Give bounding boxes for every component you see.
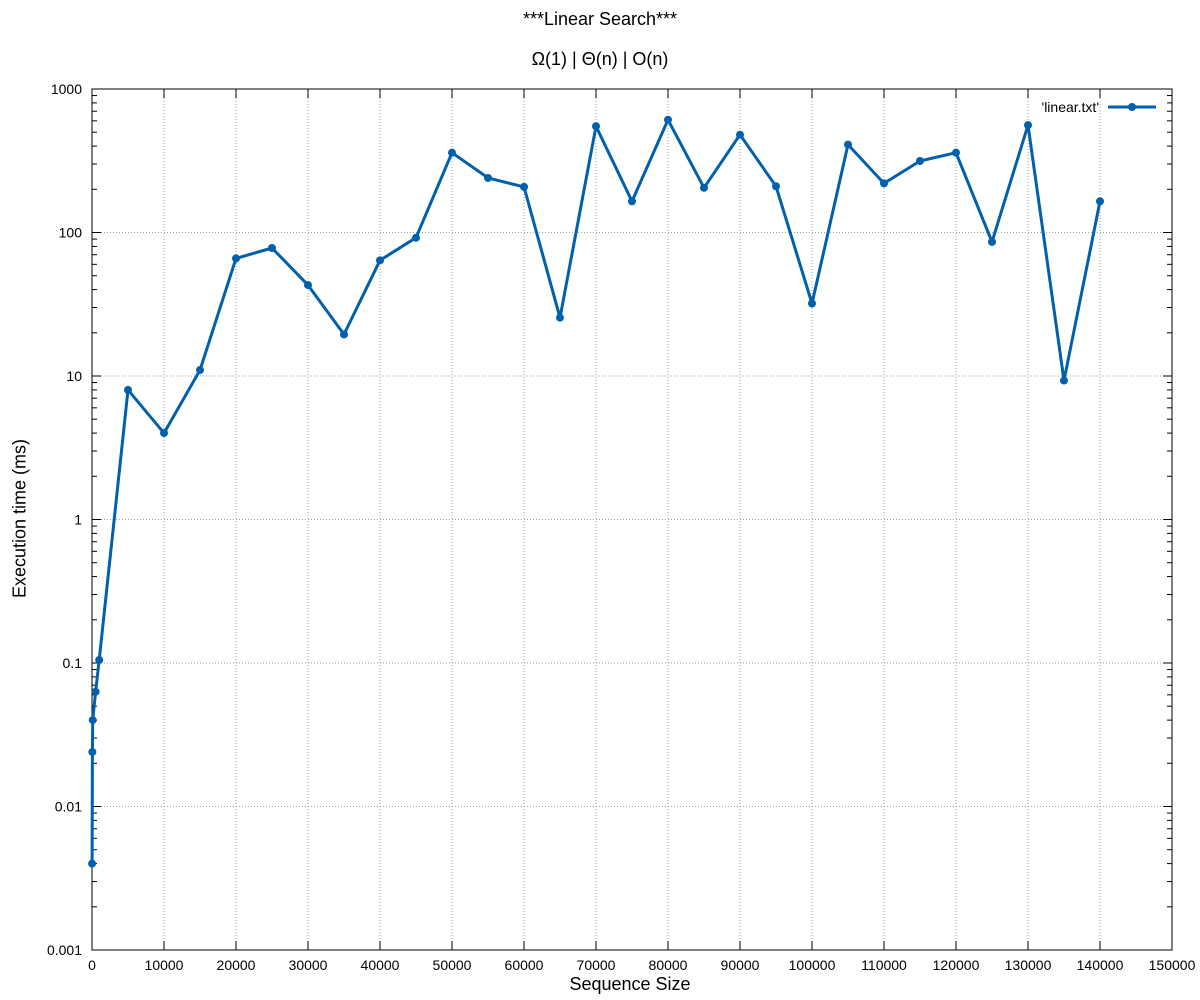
- x-tick-label: 150000: [1149, 957, 1196, 973]
- data-point: [736, 130, 744, 139]
- y-tick-label: 0.01: [55, 799, 82, 815]
- data-point: [808, 299, 816, 308]
- x-tick-label: 60000: [505, 957, 544, 973]
- data-point: [95, 655, 104, 664]
- y-tick-label: 0.1: [63, 655, 83, 671]
- data-point: [232, 254, 240, 263]
- x-tick-label: 90000: [721, 957, 760, 973]
- x-tick-label: 10000: [145, 957, 184, 973]
- data-point: [124, 385, 132, 394]
- x-tick-label: 30000: [289, 957, 328, 973]
- y-tick-label: 0.001: [47, 942, 82, 958]
- data-point: [844, 140, 852, 149]
- data-point: [916, 156, 924, 165]
- data-point: [628, 197, 636, 206]
- plot-frame: [91, 88, 1173, 951]
- x-tick-label: 110000: [861, 957, 907, 973]
- data-point: [91, 687, 100, 696]
- data-point: [664, 115, 672, 124]
- data-point: [1024, 121, 1032, 130]
- data-point: [196, 366, 204, 375]
- data-point: [700, 183, 708, 192]
- data-point: [376, 256, 384, 265]
- chart-subtitle: Ω(1) | Θ(n) | O(n): [531, 49, 669, 69]
- data-point: [988, 237, 996, 246]
- data-point: [88, 859, 97, 868]
- data-point: [1096, 197, 1104, 206]
- chart-title: ***Linear Search***: [522, 9, 678, 29]
- x-axis-label: Sequence Size: [569, 974, 691, 994]
- x-tick-label: 50000: [433, 957, 472, 973]
- data-point: [1060, 376, 1068, 385]
- x-tick-label: 70000: [577, 957, 616, 973]
- x-tick-label: 80000: [649, 957, 688, 973]
- data-point: [592, 122, 600, 131]
- data-point: [340, 330, 348, 339]
- data-point: [412, 233, 420, 242]
- data-point: [952, 148, 960, 157]
- x-tick-label: 100000: [789, 957, 836, 973]
- y-tick-label: 10: [66, 368, 82, 384]
- y-axis-label: Execution time (ms): [9, 438, 30, 599]
- data-point: [880, 179, 888, 188]
- data-point: [448, 148, 456, 157]
- data-point: [772, 182, 780, 191]
- x-tick-label: 120000: [933, 957, 980, 973]
- data-point: [160, 429, 168, 438]
- x-tick-label: 140000: [1077, 957, 1124, 973]
- x-tick-label: 0: [88, 957, 96, 973]
- y-tick-label: 1: [74, 512, 82, 528]
- x-tick-label: 40000: [361, 957, 400, 973]
- data-point: [556, 313, 564, 322]
- y-tick-label: 100: [59, 225, 83, 241]
- data-point: [268, 243, 276, 252]
- data-point: [304, 281, 312, 290]
- legend-label: 'linear.txt': [1042, 99, 1099, 115]
- data-point: [88, 747, 97, 756]
- y-tick-label: 1000: [51, 81, 82, 97]
- x-tick-label: 130000: [1005, 957, 1052, 973]
- x-tick-label: 20000: [217, 957, 256, 973]
- data-point: [88, 716, 97, 725]
- legend-marker: [1128, 103, 1136, 111]
- data-point: [520, 182, 528, 191]
- data-point: [484, 173, 492, 182]
